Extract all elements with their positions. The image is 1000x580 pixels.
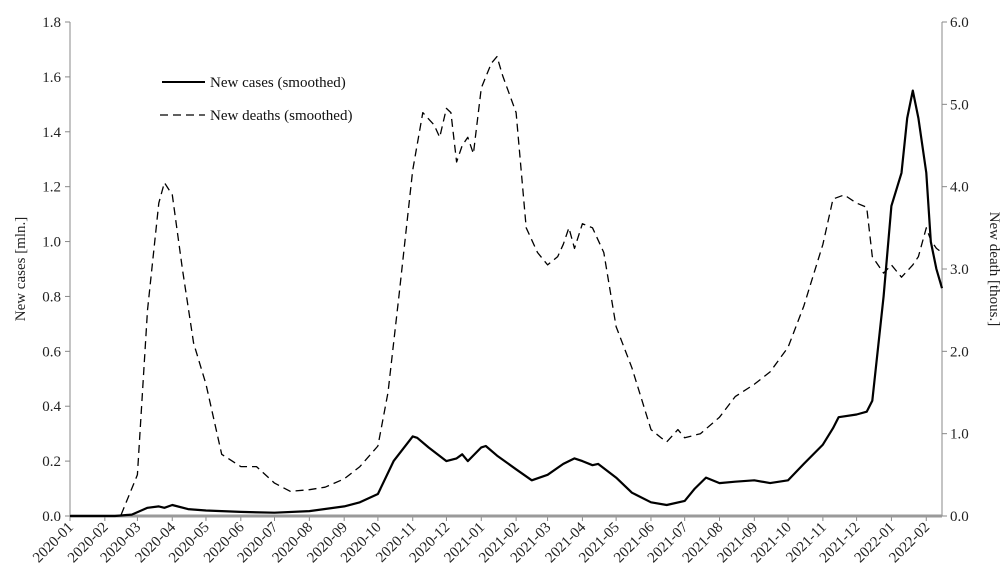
left-tick-label: 1.0 bbox=[42, 235, 61, 251]
right-axis-ticks: 0.0 1.0 2.0 3.0 4.0 5.0 6.0 bbox=[942, 15, 969, 525]
left-tick-label: 0.4 bbox=[42, 399, 61, 415]
legend: New cases (smoothed) New deaths (smoothe… bbox=[160, 75, 352, 124]
left-tick-label: 1.8 bbox=[42, 15, 61, 31]
new-deaths-line bbox=[70, 55, 943, 517]
right-tick-label: 2.0 bbox=[950, 344, 969, 360]
left-tick-label: 1.2 bbox=[42, 180, 61, 196]
left-tick-label: 1.6 bbox=[42, 70, 61, 86]
left-tick-label: 0.6 bbox=[42, 344, 61, 360]
right-tick-label: 6.0 bbox=[950, 15, 969, 31]
left-tick-label: 0.2 bbox=[42, 454, 61, 470]
legend-label-cases: New cases (smoothed) bbox=[210, 75, 346, 91]
right-tick-label: 0.0 bbox=[950, 509, 969, 525]
x-axis-ticks: 2020-012020-022020-032020-042020-052020-… bbox=[30, 514, 942, 566]
legend-label-deaths: New deaths (smoothed) bbox=[210, 108, 352, 124]
axes bbox=[69, 22, 943, 517]
left-axis-ticks: 0.0 0.2 0.4 0.6 0.8 1.0 1.2 1.4 1.6 1.8 bbox=[42, 15, 70, 525]
right-tick-label: 4.0 bbox=[950, 180, 969, 196]
left-tick-label: 0.8 bbox=[42, 289, 61, 305]
left-tick-label: 0.0 bbox=[42, 509, 61, 525]
right-axis-title: New death [thous.] bbox=[986, 212, 1000, 327]
new-cases-line bbox=[70, 89, 944, 518]
right-tick-label: 5.0 bbox=[950, 97, 969, 113]
x-axis-date-band bbox=[70, 514, 942, 518]
right-tick-label: 3.0 bbox=[950, 262, 969, 278]
left-axis-title: New cases [mln.] bbox=[13, 217, 29, 322]
series-lines bbox=[70, 55, 944, 518]
left-tick-label: 1.4 bbox=[42, 125, 61, 141]
right-tick-label: 1.0 bbox=[950, 427, 969, 443]
